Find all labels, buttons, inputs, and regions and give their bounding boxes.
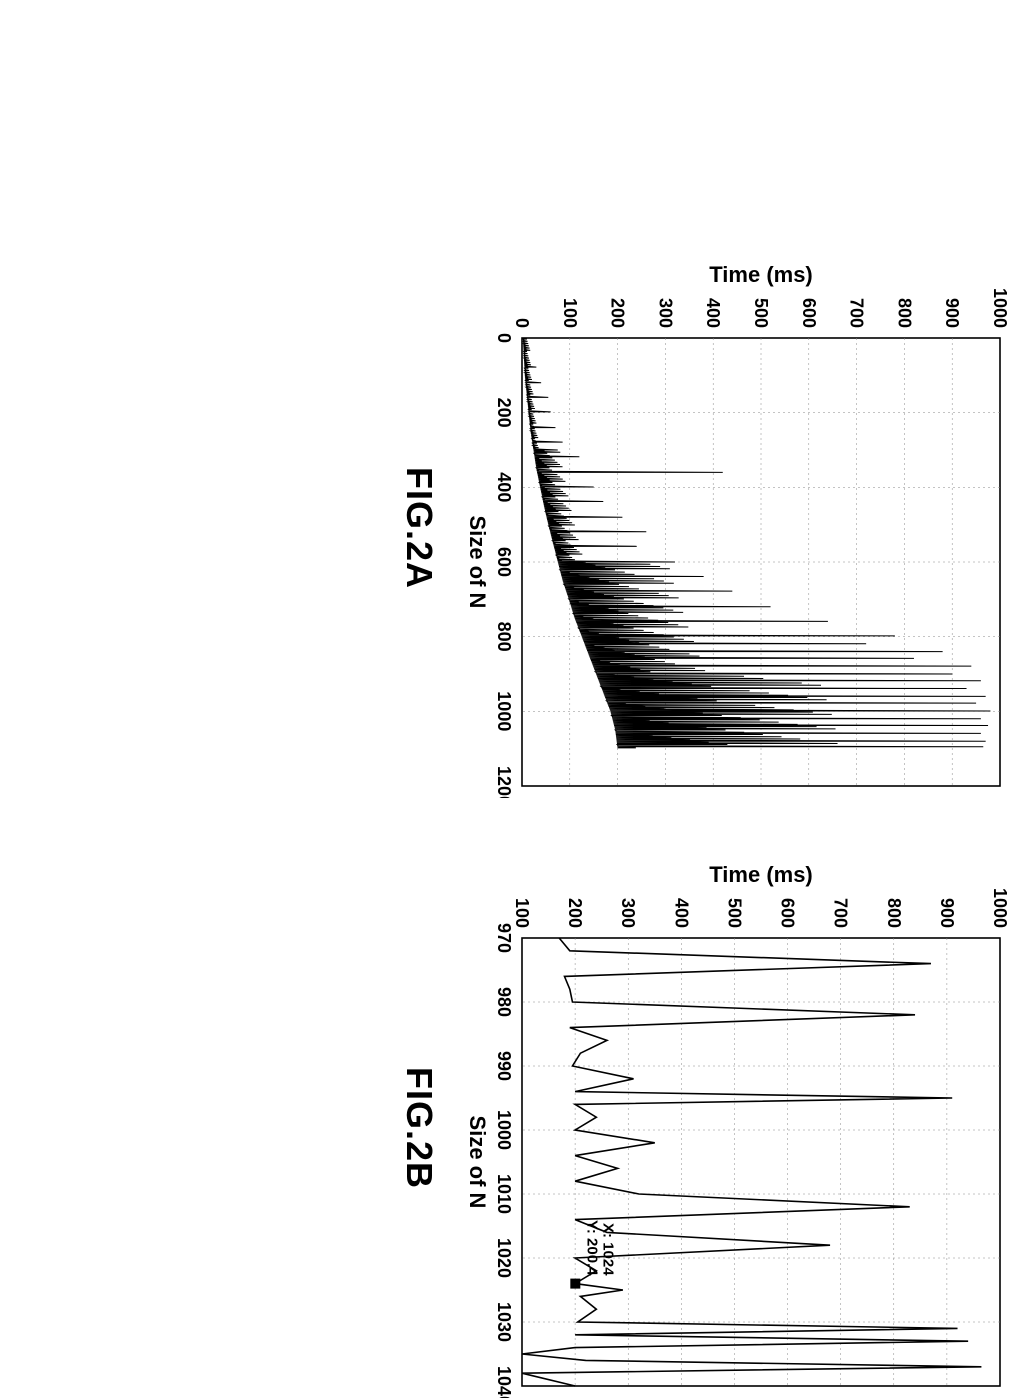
chart-b-panel: 970 980 990 1000 1010 1020 1030 1040 100 200 300 40… [0,858,1012,1398]
svg-text:1000: 1000 [990,288,1010,328]
svg-text:Time (ms): Time (ms) [709,862,813,887]
svg-text:0: 0 [494,333,514,343]
chart-a: 0 200 400 600 800 1000 1200 0 100 200 300 400 500 600… [452,258,1012,798]
svg-text:200: 200 [494,398,514,428]
svg-text:500: 500 [724,898,744,928]
svg-text:300: 300 [618,898,638,928]
svg-text:1200: 1200 [494,766,514,798]
svg-text:500: 500 [751,298,771,328]
svg-text:1030: 1030 [494,1302,514,1342]
svg-text:Time (ms): Time (ms) [709,262,813,287]
svg-text:X: 1024: X: 1024 [599,1223,616,1276]
svg-text:600: 600 [778,898,798,928]
svg-text:100: 100 [560,298,580,328]
fig-2b-label: FIG.2B [398,1067,440,1189]
svg-text:800: 800 [884,898,904,928]
chart-a-panel: 0 200 400 600 800 1000 1200 0 100 200 300 400 500 600… [0,258,1012,798]
svg-text:700: 700 [831,898,851,928]
svg-text:1040: 1040 [494,1366,514,1398]
svg-text:970: 970 [494,923,514,953]
svg-text:1000: 1000 [494,1110,514,1150]
svg-text:600: 600 [799,298,819,328]
svg-text:200: 200 [565,898,585,928]
chart-b: 970 980 990 1000 1010 1020 1030 1040 100 200 300 40… [452,858,1012,1398]
svg-text:400: 400 [671,898,691,928]
svg-text:1010: 1010 [494,1174,514,1214]
svg-text:Size of N: Size of N [465,1116,490,1209]
svg-text:990: 990 [494,1051,514,1081]
svg-text:800: 800 [494,622,514,652]
svg-text:100: 100 [512,898,532,928]
charts-row: 0 200 400 600 800 1000 1200 0 100 200 300 400 500 600… [0,258,1012,1112]
svg-text:400: 400 [703,298,723,328]
svg-text:900: 900 [942,298,962,328]
svg-text:200: 200 [608,298,628,328]
svg-text:400: 400 [494,472,514,502]
svg-text:Size of N: Size of N [465,516,490,609]
svg-text:1000: 1000 [494,691,514,731]
svg-text:700: 700 [847,298,867,328]
svg-text:980: 980 [494,987,514,1017]
svg-text:300: 300 [655,298,675,328]
svg-text:600: 600 [494,547,514,577]
svg-text:800: 800 [894,298,914,328]
svg-text:1020: 1020 [494,1238,514,1278]
svg-text:1000: 1000 [990,888,1010,928]
svg-text:0: 0 [512,318,532,328]
svg-text:900: 900 [937,898,957,928]
fig-2a-label: FIG.2A [398,467,440,589]
svg-text:Y: 200.4: Y: 200.4 [583,1220,600,1276]
